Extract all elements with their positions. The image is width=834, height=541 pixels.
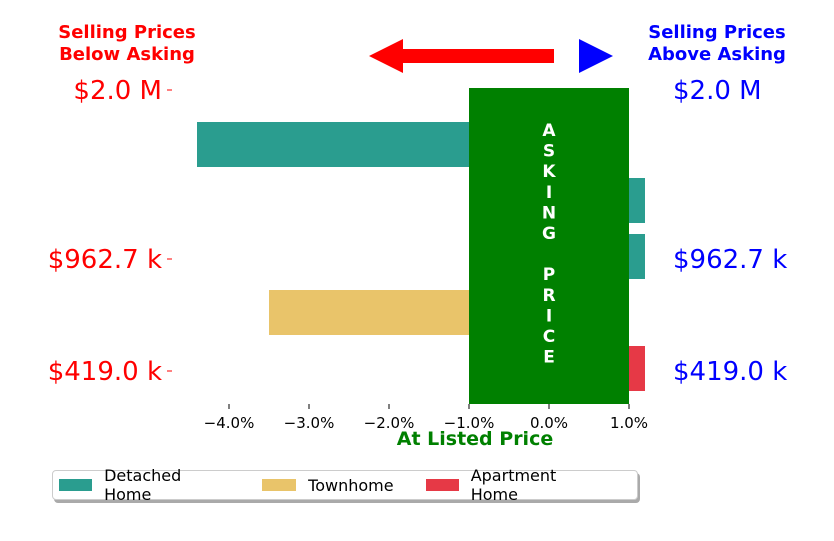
- asking-letter-12: E: [543, 348, 555, 368]
- bar-2: [629, 178, 645, 223]
- asking-letter-1: A: [542, 121, 556, 141]
- asking-letter-8: P: [543, 265, 555, 285]
- asking-letter-10: I: [546, 306, 552, 326]
- asking-price-box: [469, 88, 629, 404]
- x-axis-label: At Listed Price: [397, 428, 553, 450]
- asking-letter-4: I: [546, 183, 552, 203]
- right-y-tick-label-1: $2.0 M: [673, 76, 762, 106]
- x-tick-label-6: 1.0%: [610, 414, 648, 432]
- x-tick-label-3: −2.0%: [364, 414, 415, 432]
- asking-letter-2: S: [543, 142, 555, 162]
- legend-label-2: Townhome: [308, 475, 394, 495]
- right-arrow-icon: [579, 39, 613, 73]
- legend-item-1: Detached Home: [59, 466, 230, 504]
- left-title-line2: Below Asking: [59, 44, 195, 65]
- right-title-line2: Above Asking: [648, 44, 786, 65]
- legend-swatch-2: [262, 479, 297, 491]
- asking-letter-5: N: [542, 203, 556, 223]
- right-y-tick-label-2: $962.7 k: [673, 245, 787, 275]
- asking-letter-3: K: [542, 162, 556, 182]
- legend-item-2: Townhome: [262, 475, 394, 495]
- legend: Detached Home Townhome Apartment Home: [52, 466, 638, 504]
- bar-4: [269, 290, 469, 335]
- left-y-tick-label-1: $2.0 M: [73, 76, 162, 106]
- asking-letter-6: G: [542, 224, 556, 244]
- x-tick-label-4: −1.0%: [444, 414, 495, 432]
- left-y-tick-label-3: $419.0 k: [48, 357, 162, 387]
- right-title-line1: Selling Prices: [648, 22, 785, 43]
- left-title-line1: Selling Prices: [58, 22, 195, 43]
- bar-5: [629, 346, 645, 391]
- x-tick-label-2: −3.0%: [284, 414, 335, 432]
- legend-item-3: Apartment Home: [425, 466, 605, 504]
- legend-label-1: Detached Home: [104, 466, 182, 504]
- asking-letter-11: C: [543, 327, 555, 347]
- legend-swatch-1: [59, 479, 93, 491]
- x-tick-label-1: −4.0%: [204, 414, 255, 432]
- legend-label-3: Apartment Home: [470, 466, 557, 504]
- bar-1: [197, 122, 469, 167]
- left-arrow-icon: [369, 39, 554, 73]
- asking-letter-9: R: [542, 286, 555, 306]
- bar-3: [629, 234, 645, 279]
- left-y-tick-label-2: $962.7 k: [48, 245, 162, 275]
- right-y-tick-label-3: $419.0 k: [673, 357, 787, 387]
- x-tick-label-5: 0.0%: [530, 414, 568, 432]
- legend-swatch-3: [425, 479, 459, 491]
